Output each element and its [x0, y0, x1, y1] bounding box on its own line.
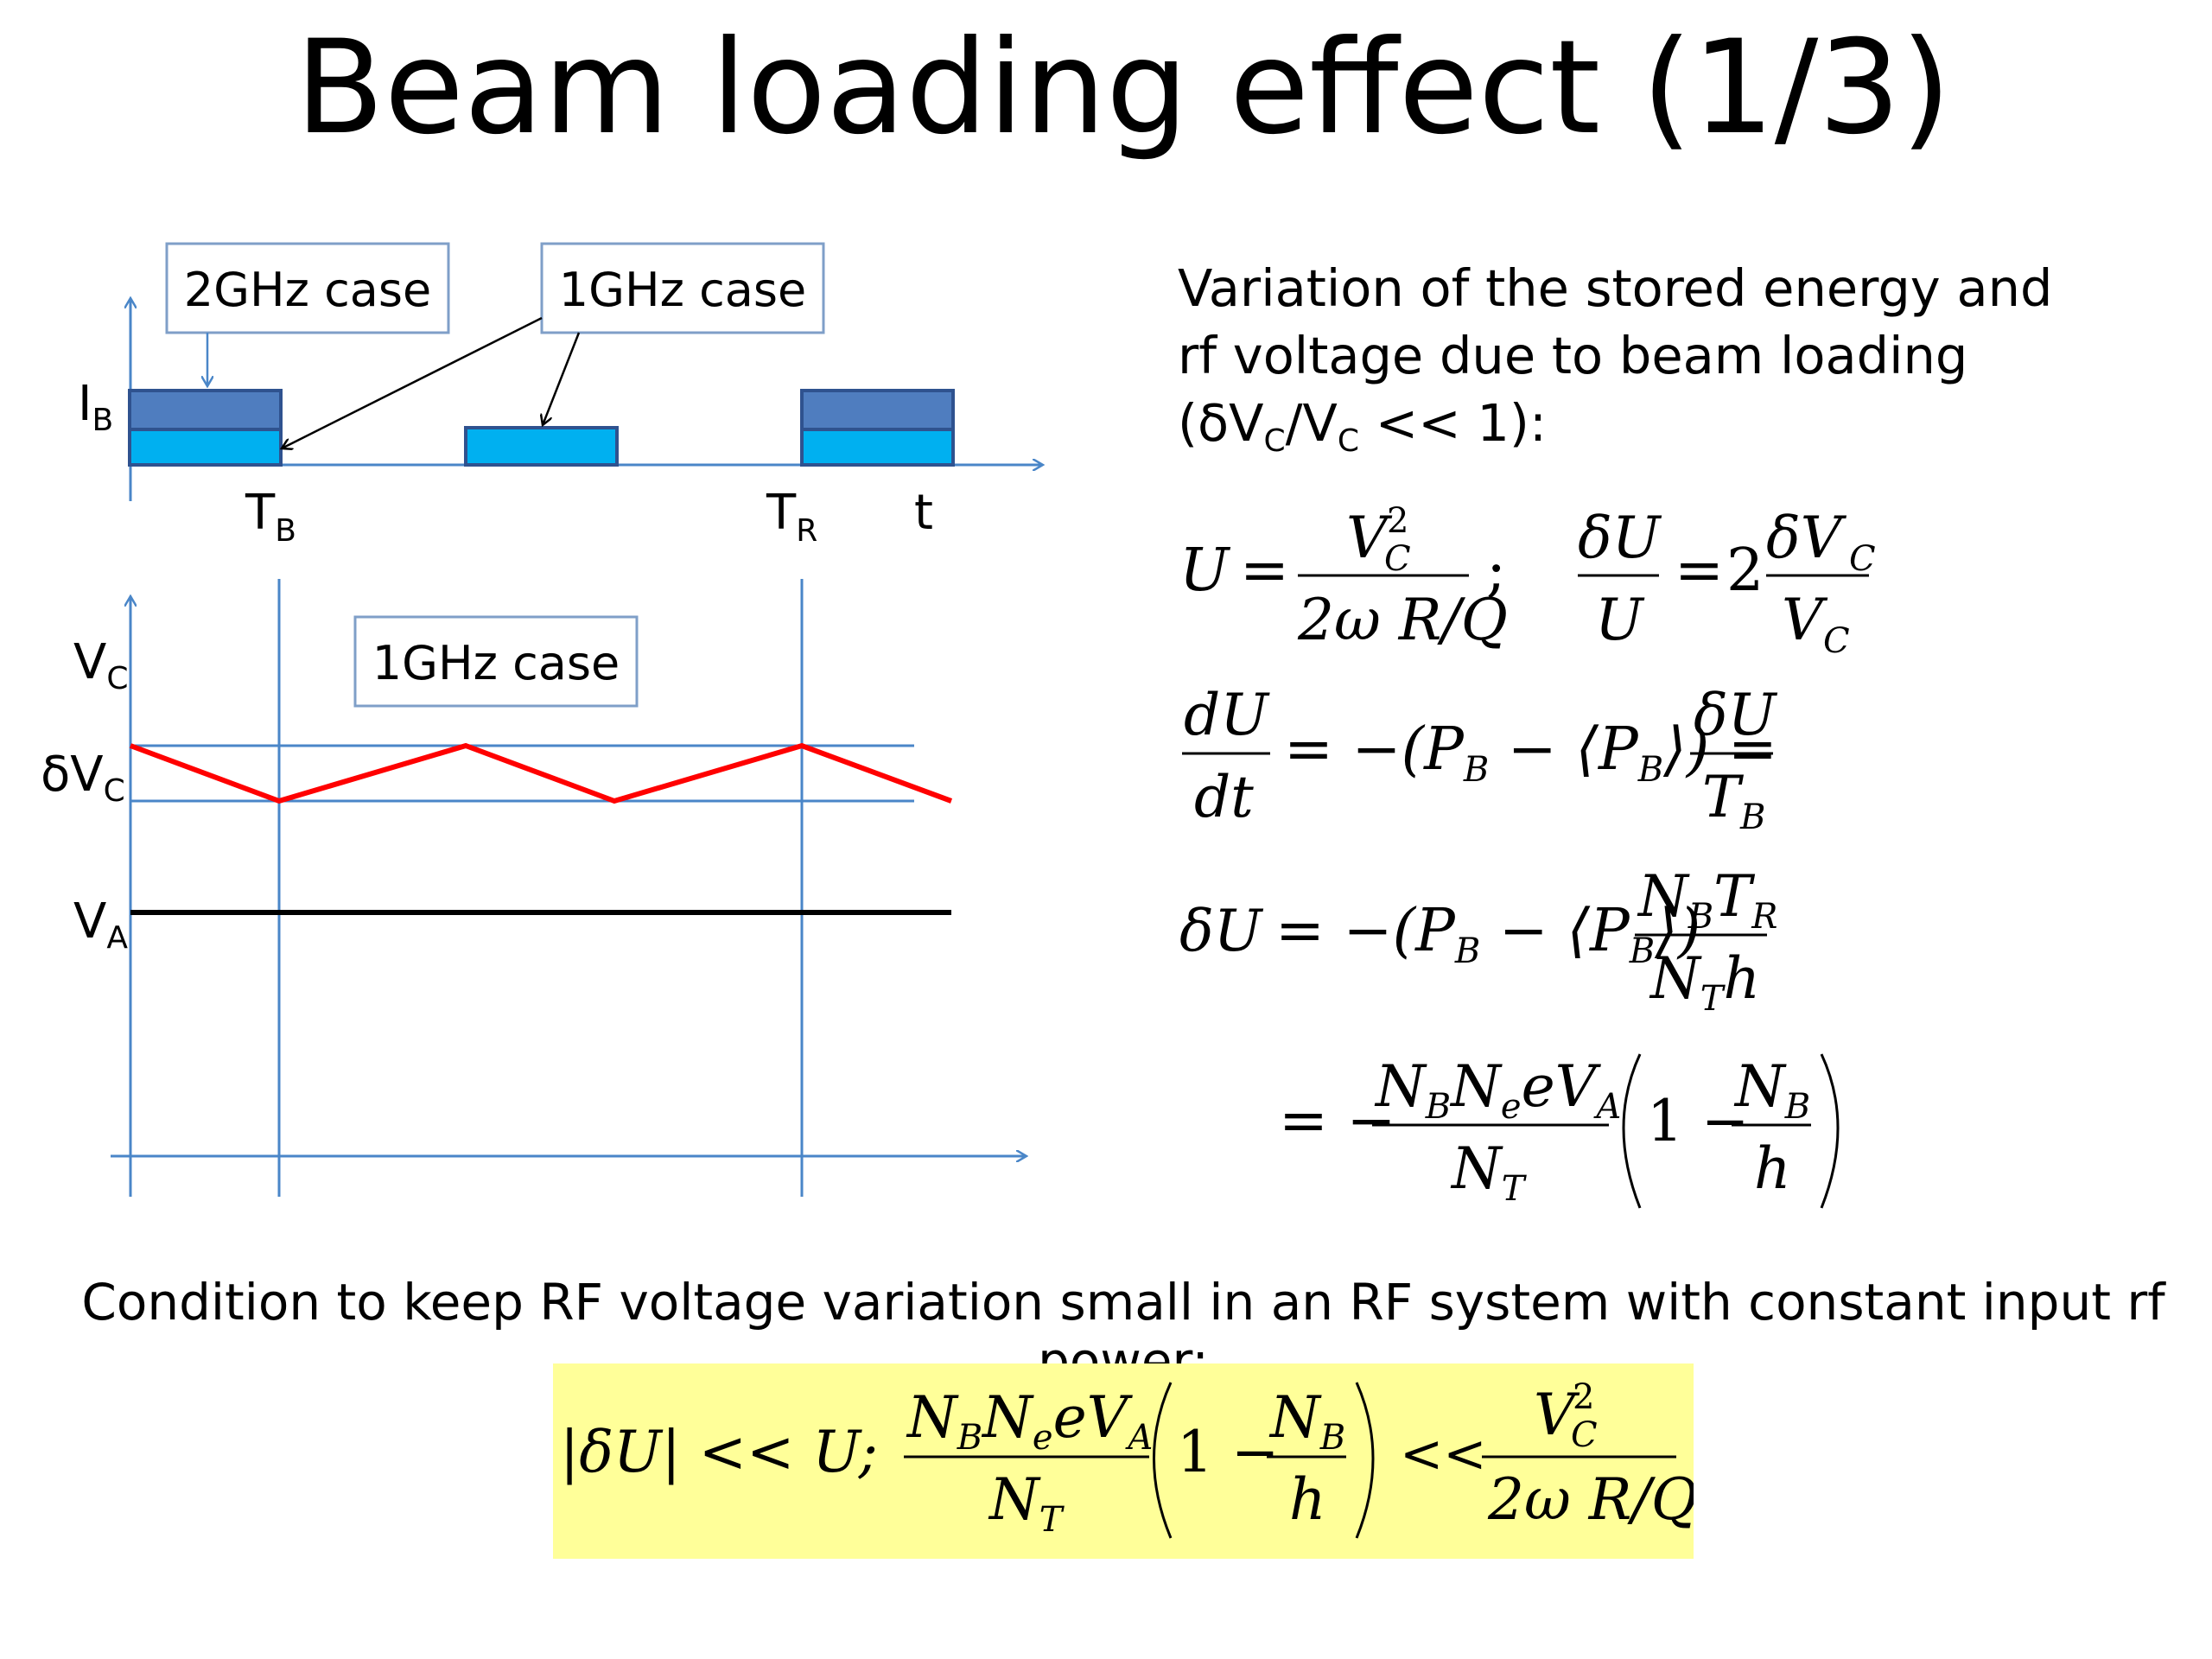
callout-1ghz-top: 1GHz case [559, 263, 806, 317]
callout-1ghz-pointer-b [543, 332, 581, 425]
svg-text:δU: δU [1179, 898, 1264, 964]
svg-text:dt: dt [1194, 764, 1254, 830]
callout-2ghz-box [165, 242, 450, 334]
ib-label: IB [78, 376, 113, 438]
tb-label: TB [245, 485, 296, 549]
intro-line-2: rf voltage due to beam loading [1178, 326, 1968, 385]
svg-text:NTh: NTh [1649, 945, 1760, 1019]
svg-text:1 −: 1 − [1177, 1419, 1279, 1485]
svg-text:dU: dU [1184, 682, 1270, 748]
svg-text:|δU| << U;: |δU| << U; [560, 1419, 878, 1485]
svg-text:1 −: 1 − [1647, 1088, 1749, 1154]
svg-text:U: U [1179, 537, 1231, 605]
bunch-2ghz-2 [800, 389, 955, 431]
bunch-2ghz-1 [128, 389, 283, 431]
slide-title: Beam loading effect (1/3) [295, 13, 1952, 163]
svg-text:NT: NT [1450, 1135, 1528, 1209]
callout-2ghz: 2GHz case [184, 263, 431, 317]
va-label: VA [73, 893, 128, 956]
time-label: t [914, 485, 933, 541]
svg-text:C: C [1384, 539, 1411, 579]
vc-label: VC [73, 634, 128, 696]
svg-text:NBNeeVA: NBNeeVA [1374, 1053, 1621, 1127]
tr-label: TR [766, 485, 817, 549]
callout-1ghz-top-box [540, 242, 825, 334]
svg-text:=: = [1240, 537, 1289, 605]
condition-equation: |δU| << U; NBNeeVA NT 1 − NB h << V 2 C … [560, 1377, 1698, 1540]
svg-text:<<: << [1400, 1424, 1487, 1484]
svg-text:= −(PB − ⟨PB⟩) =: = −(PB − ⟨PB⟩) = [1284, 715, 1777, 790]
svg-text:NBTR: NBTR [1637, 863, 1777, 937]
equation-energy-rate: dU dt = −(PB − ⟨PB⟩) = δU TB [1182, 682, 1778, 837]
bunch-1ghz-3 [800, 428, 955, 467]
svg-text:C: C [1823, 621, 1850, 661]
condition-text: Condition to keep RF voltage variation s… [81, 1273, 2165, 1390]
svg-text:h: h [1754, 1135, 1791, 1202]
bunch-1ghz-1 [128, 428, 283, 467]
svg-text:U: U [1595, 587, 1645, 653]
beam-loading-diagram: 2GHz case 1GHz case IB TB TR t 1GHz case… [41, 242, 1063, 1197]
dvc-label: δVC [41, 747, 125, 809]
svg-text:δV: δV [1766, 505, 1847, 571]
svg-text:NB: NB [1268, 1384, 1345, 1458]
svg-text:NBNeeVA: NBNeeVA [906, 1384, 1153, 1458]
svg-text:2: 2 [1573, 1377, 1594, 1417]
svg-text:C: C [1849, 539, 1876, 579]
svg-text:=: = [1675, 537, 1724, 605]
equation-stored-energy: U = V 2 C 2ω R/Q ; δU U = 2 δV C V C [1179, 501, 1876, 661]
svg-text:TB: TB [1702, 764, 1765, 837]
intro-line-3: (δVC/VC << 1): [1178, 393, 1547, 459]
intro-line-1: Variation of the stored energy and [1178, 258, 2053, 318]
callout-1ghz-bottom-box [353, 615, 639, 708]
svg-text:δU: δU [1578, 505, 1662, 571]
callout-1ghz-bottom: 1GHz case [372, 636, 620, 690]
svg-text:2: 2 [1387, 501, 1408, 541]
equation-energy-variation: δU = −(PB − ⟨PB⟩) NBTR NTh [1179, 863, 1777, 1019]
equation-energy-variation-expanded: = − NBNeeVA NT 1 − NB h [1279, 1053, 1840, 1209]
svg-text:V: V [1534, 1382, 1580, 1448]
svg-text:C: C [1571, 1415, 1598, 1455]
svg-text:V: V [1346, 505, 1393, 571]
svg-text:2ω R/Q: 2ω R/Q [1297, 587, 1508, 653]
svg-text:2: 2 [1726, 537, 1764, 605]
svg-text:;: ; [1486, 537, 1506, 605]
cavity-voltage-curve [129, 742, 953, 804]
callout-1ghz-pointer-a [282, 316, 543, 448]
intro-text: Variation of the stored energy and rf vo… [1178, 255, 2171, 457]
condition-highlight-box: |δU| << U; NBNeeVA NT 1 − NB h << V 2 C … [553, 1363, 1698, 1559]
svg-text:2ω R/Q: 2ω R/Q [1487, 1466, 1694, 1533]
svg-text:= −(PB − ⟨PB⟩): = −(PB − ⟨PB⟩) [1275, 897, 1700, 971]
svg-text:NB: NB [1733, 1053, 1810, 1127]
bunch-1ghz-2 [464, 426, 619, 467]
svg-text:h: h [1289, 1466, 1326, 1533]
svg-text:NT: NT [988, 1466, 1065, 1540]
svg-text:δU: δU [1694, 682, 1778, 748]
svg-text:= −: = − [1279, 1087, 1396, 1155]
svg-text:V: V [1782, 587, 1828, 653]
equation-block: U = V 2 C 2ω R/Q ; δU U = 2 δV C V C dU … [1179, 501, 1876, 1209]
